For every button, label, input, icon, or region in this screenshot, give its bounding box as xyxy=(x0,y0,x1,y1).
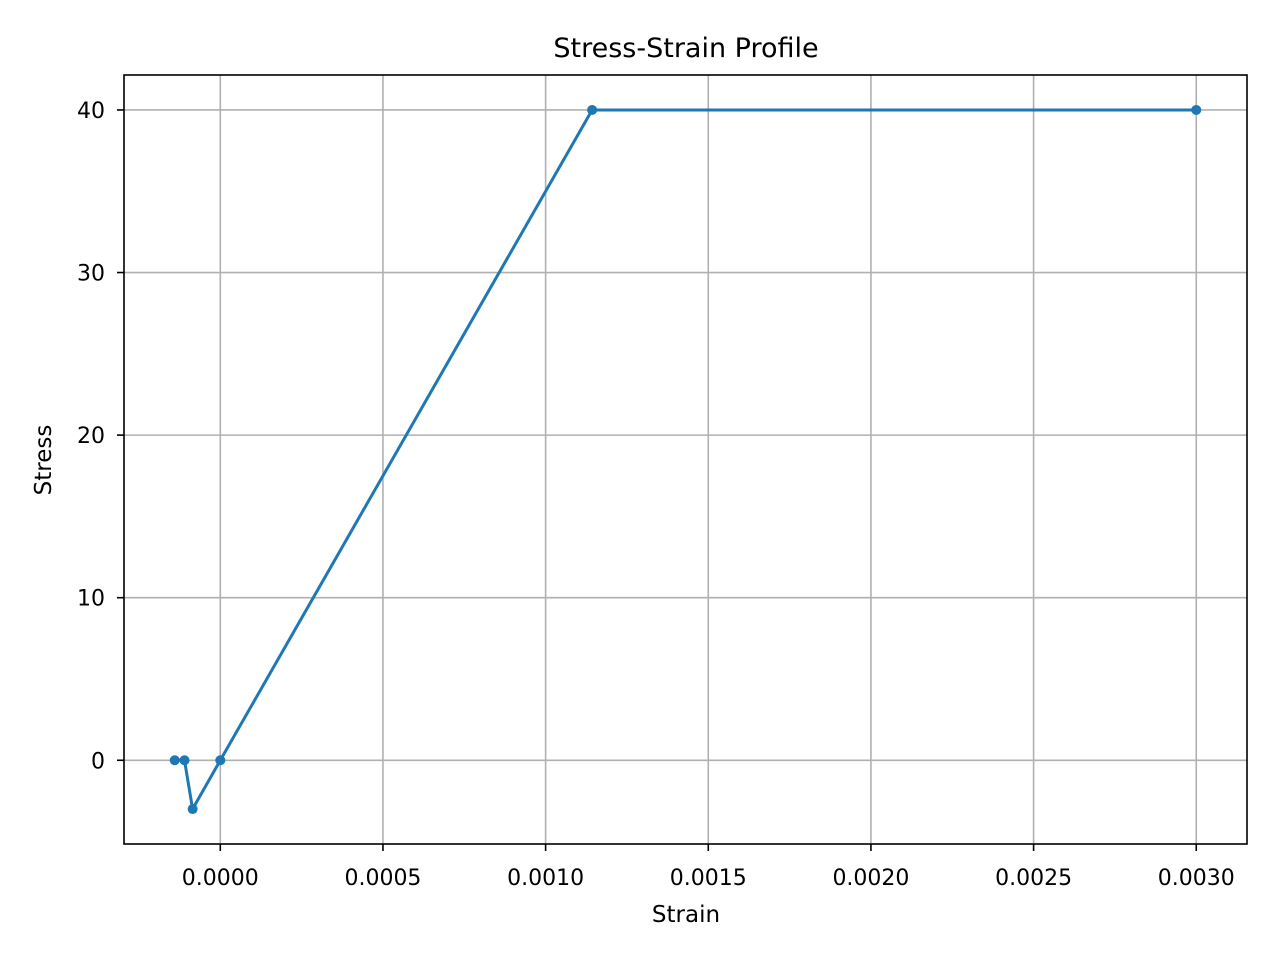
x-tick-label: 0.0025 xyxy=(995,866,1072,891)
plot-frame xyxy=(123,74,1248,845)
tick-layer: 0.0000 0.0005 0.0010 0.0015 0.0020 0.0025 0.00… xyxy=(77,99,1235,891)
x-tick-label: 0.0030 xyxy=(1158,866,1235,891)
chart-title: Stress-Strain Profile xyxy=(553,33,818,64)
data-point xyxy=(169,755,180,766)
x-tick-label: 0.0020 xyxy=(832,866,909,891)
series-layer xyxy=(169,104,1202,815)
x-tick-label: 0.0000 xyxy=(182,866,259,891)
y-tick-label: 20 xyxy=(77,424,105,449)
x-tick-label: 0.0005 xyxy=(344,866,421,891)
x-axis-label: Strain xyxy=(652,902,720,928)
data-point xyxy=(179,755,190,766)
y-tick-label: 10 xyxy=(77,587,105,612)
y-axis-label: Stress xyxy=(31,425,57,496)
data-point xyxy=(215,755,226,766)
series-line xyxy=(174,108,1197,811)
x-tick-label: 0.0010 xyxy=(507,866,584,891)
grid-layer xyxy=(124,75,1247,844)
y-tick-label: 0 xyxy=(91,749,105,774)
y-tick-label: 40 xyxy=(77,99,105,124)
data-point xyxy=(587,104,598,115)
data-point xyxy=(1191,104,1202,115)
y-tick-label: 30 xyxy=(77,262,105,287)
data-point xyxy=(187,804,198,815)
x-tick-label: 0.0015 xyxy=(670,866,747,891)
